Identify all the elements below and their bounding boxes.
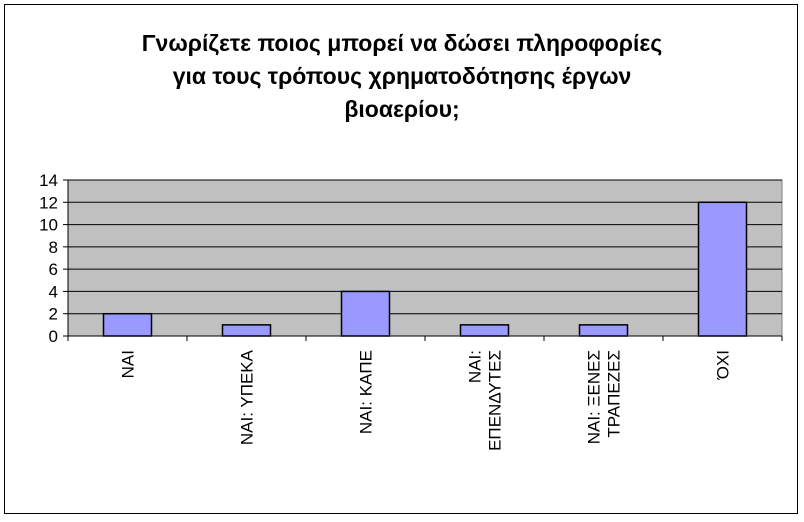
y-tick-label: 0 [49,327,58,346]
y-tick-label: 14 [39,171,58,190]
x-category-label: ΝΑΙ: ΚΑΠΕ [357,350,376,434]
x-category-label: ΝΑΙ: ΞΕΝΕΣ [585,350,604,444]
y-tick-label: 8 [49,238,58,257]
plot-area [68,180,782,336]
x-category-label: ΤΡΑΠΕΖΕΣ [605,350,624,438]
x-category-label: ΝΑΙ [119,350,138,378]
y-tick-label: 2 [49,305,58,324]
x-category-label: ΌΧΙ [714,350,733,380]
bar [580,325,628,336]
y-tick-label: 12 [39,193,58,212]
x-category-label: ΕΠΕΝΔΥΤΕΣ [486,350,505,451]
y-tick-label: 4 [49,282,58,301]
bar [461,325,509,336]
bar [342,291,390,336]
x-category-label: ΝΑΙ: ΥΠΕΚΑ [238,349,257,445]
y-tick-label: 6 [49,260,58,279]
bar [104,314,152,336]
bar [223,325,271,336]
bar [699,202,747,336]
y-tick-label: 10 [39,216,58,235]
x-category-label: ΝΑΙ: [466,350,485,383]
